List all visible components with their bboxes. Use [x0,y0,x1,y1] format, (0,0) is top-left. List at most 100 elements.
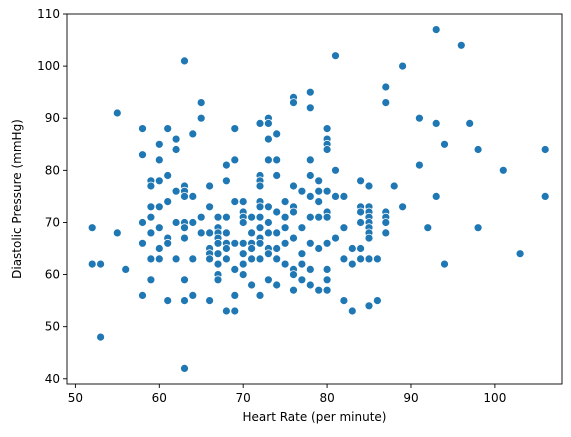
data-point [180,56,189,66]
data-point [364,301,374,311]
data-point [297,223,307,233]
y-tick-label: 90 [45,111,60,125]
data-point [356,254,366,264]
y-tick-label: 70 [45,215,60,229]
data-point [221,306,231,316]
data-point [381,98,391,107]
data-point [255,212,265,222]
data-point [230,197,240,207]
data-point [398,202,408,212]
data-point [247,254,257,264]
data-point [255,202,265,212]
data-point [205,254,215,264]
data-point [188,290,198,300]
data-point [221,212,231,222]
data-point [305,103,315,113]
data-point [272,228,282,238]
data-point [112,108,122,118]
data-point [272,155,282,165]
data-point [314,197,324,207]
data-point [205,181,215,191]
data-point [331,191,340,201]
data-point [146,254,156,264]
data-point [414,160,424,170]
data-point [381,82,391,92]
data-point [381,228,391,238]
data-point [171,186,181,196]
data-point [263,275,273,285]
data-point [364,254,374,264]
data-point [255,119,265,128]
data-point [163,124,173,134]
data-point [238,197,248,207]
data-point [305,191,315,201]
data-point [230,238,240,248]
data-point [247,212,257,222]
data-point [498,165,508,175]
data-point [280,259,290,269]
data-point [230,306,240,316]
data-point [255,181,265,191]
data-point [188,254,198,264]
data-point [87,223,97,233]
data-point [263,134,273,144]
data-point [238,270,248,280]
data-point [305,155,315,165]
data-point [515,249,525,259]
data-point [213,259,223,269]
data-point [154,139,164,149]
data-point [213,275,223,285]
data-point [322,238,332,248]
data-point [331,233,340,243]
x-tick-label: 60 [152,391,167,405]
data-point [138,290,147,300]
data-point [297,186,307,196]
data-point [255,290,265,300]
data-point [305,171,315,180]
data-point [289,207,298,217]
data-point [297,275,307,285]
data-point [221,244,231,253]
data-point [540,145,550,154]
data-point [171,218,181,227]
data-point [238,238,248,248]
data-point [322,275,332,285]
data-point [339,254,349,264]
data-point [196,212,206,222]
y-tick-label: 40 [45,372,60,386]
data-point [263,228,273,238]
data-point [305,212,315,222]
data-point [289,285,298,295]
data-point [263,155,273,165]
data-point [238,218,248,227]
data-point [213,238,223,248]
data-point [305,238,315,248]
data-point [154,202,164,212]
data-point [289,98,298,107]
data-point [280,197,290,207]
data-point [280,212,290,222]
x-axis-label: Heart Rate (per minute) [243,410,387,424]
data-point [347,306,357,316]
data-point [314,212,324,222]
data-point [247,280,257,290]
data-point [238,259,248,269]
data-point [364,233,374,243]
data-point [138,238,147,248]
data-point [146,181,156,191]
data-point [356,218,366,227]
y-tick-label: 80 [45,163,60,177]
data-point [440,139,449,149]
data-point [272,280,282,290]
data-point [188,191,198,201]
data-point [180,191,189,201]
data-point [356,207,366,217]
data-point [305,264,315,274]
data-point [322,124,332,134]
data-point [196,98,206,107]
data-point [96,332,105,342]
data-point [171,145,181,154]
data-point [180,296,189,306]
data-point [205,202,215,212]
